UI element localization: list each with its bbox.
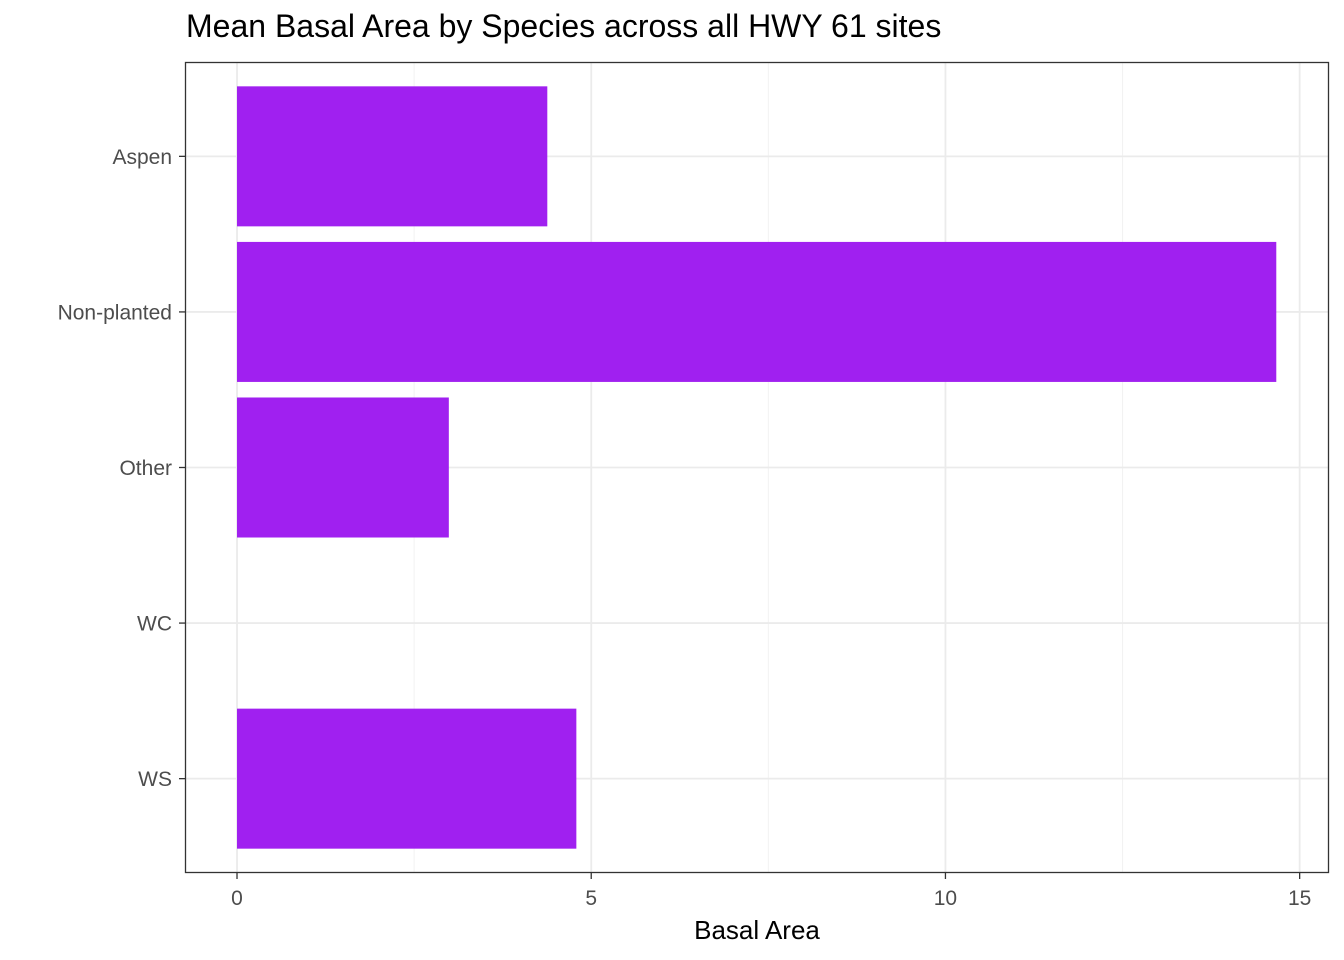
- y-axis: Aspen Non-planted Other WC WS: [58, 146, 186, 791]
- y-tick-label: Other: [119, 457, 172, 480]
- x-tick-label: 5: [585, 887, 597, 910]
- x-tick-label: 15: [1288, 887, 1311, 910]
- chart-title: Mean Basal Area by Species across all HW…: [186, 8, 942, 44]
- y-tick-label: Non-planted: [58, 301, 172, 324]
- x-tick-label: 0: [231, 887, 243, 910]
- bar-non-planted: [237, 241, 1277, 382]
- bars: [237, 86, 1277, 849]
- bar-ws: [237, 708, 577, 849]
- x-axis: 0 5 10 15: [231, 872, 1311, 910]
- y-tick-label: WS: [138, 768, 172, 791]
- x-axis-title: Basal Area: [694, 915, 820, 945]
- y-tick-label: Aspen: [112, 146, 172, 169]
- x-tick-label: 10: [934, 887, 957, 910]
- y-tick-label: WC: [137, 613, 172, 636]
- bar-aspen: [237, 86, 548, 227]
- bar-other: [237, 397, 449, 538]
